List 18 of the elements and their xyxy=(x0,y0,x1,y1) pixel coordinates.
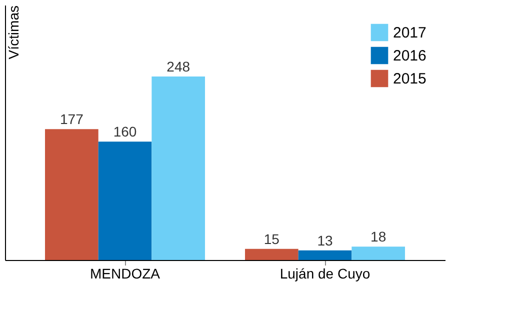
bar xyxy=(98,142,152,260)
x-tick-label: MENDOZA xyxy=(90,266,161,282)
bar xyxy=(298,250,352,260)
data-label: 18 xyxy=(370,228,386,245)
bar xyxy=(245,248,298,260)
y-axis-title: Víctimas xyxy=(6,6,22,60)
data-label: 160 xyxy=(113,124,137,140)
data-label: 15 xyxy=(264,230,280,247)
bar xyxy=(152,76,205,260)
bar xyxy=(352,246,405,260)
data-label: 13 xyxy=(317,232,333,248)
data-label: 248 xyxy=(166,58,190,75)
legend-label: 2016 xyxy=(393,48,426,64)
legend-label: 2017 xyxy=(393,24,426,42)
bar xyxy=(45,129,98,260)
x-tick-label: Luján de Cuyo xyxy=(280,266,370,282)
data-label: 177 xyxy=(60,111,84,128)
legend-label: 2015 xyxy=(393,70,426,88)
